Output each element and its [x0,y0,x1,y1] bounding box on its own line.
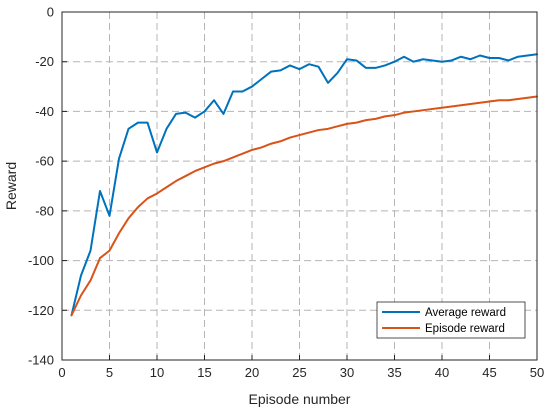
x-tick-label: 50 [530,365,544,380]
x-tick-label: 20 [245,365,259,380]
x-tick-label: 35 [387,365,401,380]
y-tick-label: -60 [35,154,54,169]
x-tick-label: 25 [292,365,306,380]
axis-ticks: 0 5 10 15 20 25 30 35 40 45 50 0 -20 -40 -60 -80 -100 -12… [28,5,544,381]
x-tick-label: 45 [482,365,496,380]
x-tick-label: 5 [106,365,113,380]
x-tick-label: 30 [340,365,354,380]
legend-label-average-reward: Average reward [425,307,506,319]
x-tick-label: 40 [435,365,449,380]
legend: Average reward Episode reward [376,301,526,339]
x-tick-label: 0 [58,365,65,380]
x-tick-label: 10 [150,365,164,380]
y-tick-label: -100 [28,253,54,268]
y-tick-label: -40 [35,104,54,119]
legend-box [376,301,526,339]
y-tick-label: 0 [47,5,54,20]
legend-label-episode-reward: Episode reward [425,323,505,335]
grid [62,12,537,360]
series-line-average-reward [70,53,538,317]
y-tick-label: -20 [35,54,54,69]
x-axis-title: Episode number [249,391,351,407]
series-layer [70,53,538,317]
series-line-episode-reward [70,95,538,317]
x-tick-label: 15 [197,365,211,380]
y-tick-label: -80 [35,203,54,218]
y-tick-label: -120 [28,303,54,318]
y-tick-label: -140 [28,353,54,368]
y-axis-title: Reward [3,162,19,210]
